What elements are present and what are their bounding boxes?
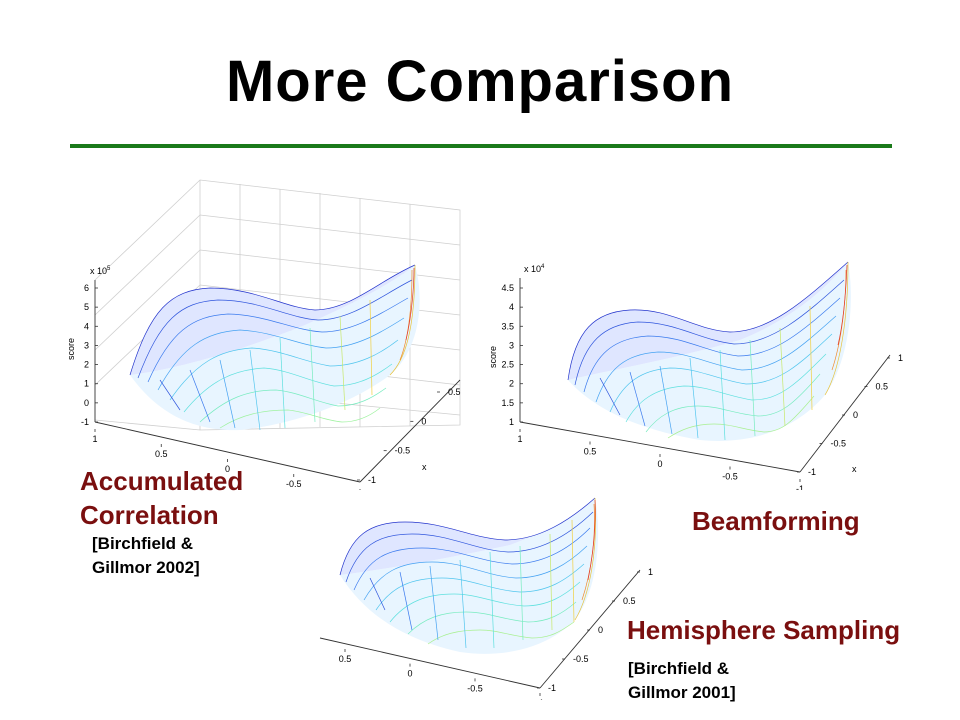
mesh-surface (567, 261, 851, 441)
side-tick-labels: 1 0.5 0 -0.5 -1 (537, 567, 653, 693)
tick-label: -0.5 (831, 439, 847, 449)
z-exponent-label: x 104 (524, 264, 545, 274)
z-tick-labels: 4.5 4 3.5 3 2.5 2 1.5 1 (501, 283, 523, 427)
z-tick-labels: 6 5 4 3 2 1 0 -1 (81, 283, 98, 427)
z-axis-label: score (488, 346, 498, 368)
tick-label: 4 (509, 302, 514, 312)
tick-label: -1 (808, 467, 816, 477)
x-axis-label: x (422, 462, 427, 472)
front-tick-labels: 0.5 0 -0.5 -1 (339, 649, 544, 700)
tick-label: 0 (407, 669, 412, 679)
tick-label: 0 (853, 410, 858, 420)
tick-label: -1 (81, 417, 89, 427)
tick-label: 4.5 (501, 283, 514, 293)
plot-axes (94, 280, 461, 483)
z-axis-label: score (66, 338, 76, 360)
front-tick-labels: 10.50-0.5-1 (92, 429, 361, 490)
hemisphere-sampling-citation: [Birchfield & Gillmor 2001] (628, 659, 736, 702)
front-tick-labels: 1 0.5 0 -0.5 -1 (517, 429, 804, 490)
beamforming-caption: Beamforming (692, 506, 860, 536)
tick-label: 0 (421, 416, 426, 426)
tick-label: 1.5 (501, 398, 514, 408)
title-underline (70, 144, 892, 148)
tick-label: 1 (84, 379, 89, 389)
slide-title: More Comparison (225, 49, 735, 114)
tick-label: -1 (368, 475, 376, 485)
tick-label: 3.5 (501, 321, 514, 331)
tick-label: -0.5 (467, 683, 483, 693)
tick-label: 0 (598, 625, 603, 635)
tick-label: 3 (84, 340, 89, 350)
x-axis-label: x (852, 464, 857, 474)
accumulated-correlation-citation: [Birchfield & Gillmor 2002] (92, 534, 200, 577)
side-tick-labels: 1 0.5 0 -0.5 -1 (797, 353, 903, 477)
tick-label: 1 (898, 353, 903, 363)
beamforming-svg: x 104 score x 4.5 4 3.5 3 2.5 2 1.5 1 1 0.5 0 -0.5… (488, 261, 903, 490)
tick-label: 4 (84, 321, 89, 331)
tick-label: -1 (536, 698, 544, 700)
tick-label: 1 (92, 434, 97, 444)
tick-label: 1 (509, 417, 514, 427)
hemisphere-sampling-svg: 0.5 0 -0.5 -1 1 0.5 0 -0.5 -1 (319, 497, 653, 700)
mesh-surface (339, 497, 599, 654)
tick-label: -0.5 (395, 446, 411, 456)
tick-label: 1 (517, 434, 522, 444)
tick-label: 3 (509, 340, 514, 350)
plot-axes (519, 278, 891, 473)
tick-label: 0.5 (339, 654, 352, 664)
accumulated-correlation-caption: Accumulated Correlation (80, 466, 244, 530)
tick-label: -0.5 (722, 472, 738, 482)
tick-label: 0.5 (448, 387, 461, 397)
tick-label: 0.5 (876, 382, 889, 392)
tick-label: 0.5 (155, 449, 168, 459)
tick-label: -1 (796, 484, 804, 490)
mesh-surface (129, 264, 420, 431)
tick-label: -1 (548, 683, 556, 693)
hemisphere-sampling-caption: Hemisphere Sampling (627, 615, 901, 645)
tick-label: -0.5 (286, 479, 302, 489)
tick-label: 2 (84, 360, 89, 370)
tick-label: 0 (657, 459, 662, 469)
tick-label: 5 (84, 302, 89, 312)
plot-axes (319, 569, 641, 689)
tick-label: 2 (509, 379, 514, 389)
tick-label: 1 (648, 567, 653, 577)
beamforming-plot: x 104 score x 4.5 4 3.5 3 2.5 2 1.5 1 1 0.5 0 -0.5… (480, 250, 920, 490)
tick-label: -0.5 (573, 654, 589, 664)
hemisphere-sampling-plot: 0.5 0 -0.5 -1 1 0.5 0 -0.5 -1 (310, 490, 670, 700)
tick-label: 6 (84, 283, 89, 293)
tick-label: 0.5 (584, 447, 597, 457)
tick-label: 2.5 (501, 360, 514, 370)
tick-label: 0 (225, 464, 230, 474)
side-tick-labels: 0.5 0 -0.5 -1 (357, 387, 461, 485)
z-exponent-label: x 105 (90, 266, 111, 276)
tick-label: 0.5 (623, 596, 636, 606)
tick-label: 0 (84, 398, 89, 408)
